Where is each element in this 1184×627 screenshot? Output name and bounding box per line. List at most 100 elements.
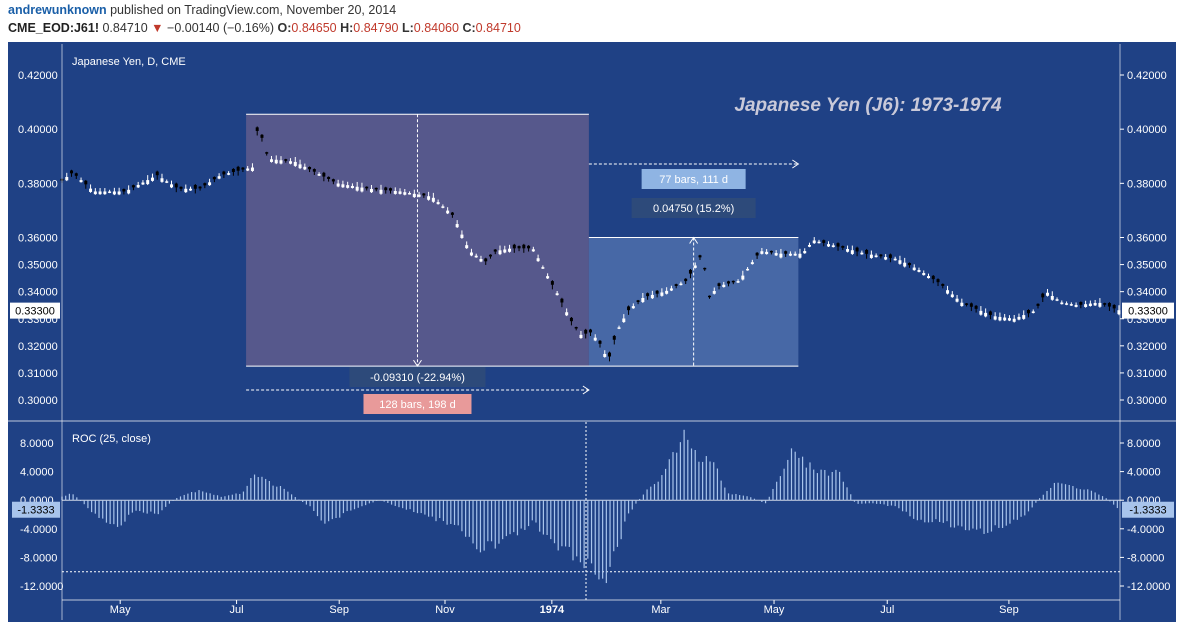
price-tick-left: 0.35000	[18, 260, 58, 272]
candle-body	[374, 187, 378, 190]
candle-body	[403, 192, 407, 195]
range-down-change-label-bg	[349, 367, 486, 387]
candle-body	[531, 249, 535, 252]
candle-body	[888, 254, 892, 258]
author-link[interactable]: andrewunknown	[8, 3, 107, 17]
candle-body	[736, 281, 740, 283]
candle-body	[974, 305, 978, 309]
candle-body	[822, 240, 826, 243]
close-value: 0.84710	[475, 21, 521, 35]
price-tick-left: 0.31000	[18, 368, 58, 380]
candle-body	[703, 267, 707, 270]
x-tick-label: Mar	[651, 604, 670, 616]
symbol-line: CME_EOD:J61! 0.84710 ▼ −0.00140 (−0.16%)…	[8, 21, 521, 35]
candle-body	[565, 312, 569, 316]
candle-body	[503, 249, 507, 253]
candle-body	[731, 280, 735, 283]
candle-body	[408, 192, 412, 195]
candle-body	[869, 254, 873, 258]
candle-body	[136, 184, 140, 188]
candle-body	[655, 290, 659, 294]
candle-body	[684, 278, 688, 282]
span-arrowhead-icon-2	[792, 159, 800, 169]
candle-body	[141, 182, 145, 185]
roc-tick-right: -8.0000	[1127, 552, 1164, 564]
candle-body	[622, 318, 626, 323]
candle-body	[817, 241, 821, 244]
candle-body	[269, 159, 273, 162]
candle-body	[84, 180, 88, 185]
candle-body	[646, 293, 650, 297]
candle-body	[884, 257, 888, 260]
candle-body	[560, 298, 564, 303]
candle-body	[807, 244, 811, 247]
candle-body	[98, 191, 102, 195]
candle-body	[122, 189, 126, 192]
candle-body	[436, 202, 440, 205]
candle-body	[584, 329, 588, 334]
x-tick-label: May	[110, 604, 131, 616]
candle-body	[170, 184, 174, 188]
symbol-name: CME_EOD:J61!	[8, 21, 99, 35]
roc-tick-left: 8.0000	[20, 438, 54, 450]
roc-tick-right: -12.0000	[1127, 581, 1170, 593]
candle-body	[874, 255, 878, 258]
candle-body	[1093, 302, 1097, 306]
candle-body	[717, 283, 721, 286]
candle-body	[1060, 302, 1064, 305]
candle-body	[79, 180, 83, 183]
candle-body	[693, 265, 697, 268]
axes: 0.42000 0.42000 0.40000 0.40000 0.38000 0.380…	[8, 44, 1176, 620]
down-arrow-icon: ▼	[151, 21, 164, 35]
candle-body	[617, 327, 621, 329]
candle-body	[1026, 310, 1030, 314]
candle-body	[289, 161, 293, 164]
last-price-label-left: 0.33300	[15, 306, 55, 318]
candle-body	[827, 244, 831, 247]
candle-body	[265, 152, 269, 154]
open-label: O:	[277, 21, 292, 35]
candle-body	[379, 189, 383, 194]
candle-body	[298, 164, 302, 169]
candle-body	[131, 185, 135, 188]
candle-body	[65, 176, 69, 181]
candle-body	[369, 188, 373, 193]
candle-body	[393, 191, 397, 194]
candle-body	[427, 196, 431, 200]
x-tick-label: May	[764, 604, 785, 616]
candle-body	[1084, 304, 1088, 307]
candle-body	[189, 188, 193, 191]
candle-body	[1041, 293, 1045, 298]
candle-body	[865, 249, 869, 254]
candle-body	[660, 292, 664, 296]
candle-body	[879, 254, 883, 257]
price-tick-right: 0.34000	[1127, 287, 1167, 299]
candle-body	[1017, 316, 1021, 320]
candle-body	[327, 176, 331, 179]
price-tick-left: 0.42000	[18, 70, 58, 82]
candle-body	[898, 260, 902, 264]
range-up-span-label-bg	[641, 169, 746, 189]
candle-body	[384, 187, 388, 191]
candle-body	[184, 188, 188, 193]
candle-body	[555, 293, 559, 296]
candle-body	[493, 249, 497, 252]
candle-body	[922, 273, 926, 276]
roc-tick-right: 8.0000	[1127, 438, 1161, 450]
candle-body	[222, 171, 226, 175]
candle-body	[665, 290, 669, 294]
x-tick-label: Nov	[435, 604, 455, 616]
candle-body	[946, 290, 950, 294]
last-price-label-right: 0.33300	[1128, 306, 1168, 318]
candle-body	[679, 283, 683, 286]
candle-body	[979, 310, 983, 315]
candle-body	[89, 188, 93, 192]
candle-body	[936, 279, 940, 283]
candle-body	[1088, 303, 1092, 307]
range-up-change-label: 0.04750 (15.2%)	[653, 203, 734, 215]
candle-body	[1103, 303, 1107, 305]
candle-body	[336, 183, 340, 187]
roc-tick-right: -4.0000	[1127, 524, 1164, 536]
candle-body	[193, 184, 197, 189]
